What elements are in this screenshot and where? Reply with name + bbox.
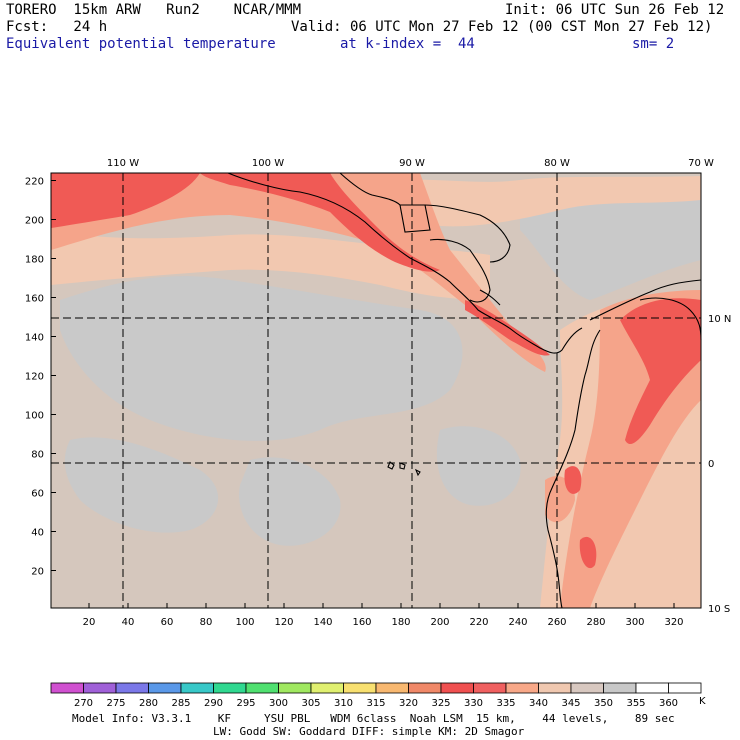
y-index-label: 20 — [31, 567, 44, 578]
colorbar-label: 360 — [659, 698, 678, 709]
colorbar-swatch — [278, 682, 312, 694]
colorbar-swatch — [180, 682, 214, 694]
y-index-label: 120 — [25, 372, 44, 383]
axis-ticks — [51, 180, 675, 608]
lon-label-90w: 90 W — [399, 158, 425, 169]
lon-label-80w: 80 W — [544, 158, 570, 169]
model-info-line1: Model Info: V3.3.1 KF YSU PBL WDM 6class… — [72, 712, 675, 725]
x-index-label: 140 — [313, 617, 332, 628]
x-index-label: 180 — [391, 617, 410, 628]
init-time: Init: 06 UTC Sun 26 Feb 12 — [505, 2, 725, 18]
x-index-label: 280 — [586, 617, 605, 628]
lon-label-70w: 70 W — [688, 158, 714, 169]
colorbar-label: 305 — [301, 698, 320, 709]
colorbar-swatch — [343, 682, 377, 694]
colorbar-label: 300 — [269, 698, 288, 709]
y-index-label: 100 — [25, 411, 44, 422]
colorbar-swatch — [440, 682, 474, 694]
lat-label-0: 0 — [708, 459, 714, 470]
y-index-label: 140 — [25, 333, 44, 344]
lon-label-100w: 100 W — [252, 158, 284, 169]
colorbar-label: 280 — [139, 698, 158, 709]
y-index-label: 200 — [25, 216, 44, 227]
lon-label-110w: 110 W — [107, 158, 139, 169]
colorbar-unit: K — [699, 696, 706, 707]
x-index-label: 100 — [235, 617, 254, 628]
colorbar-label: 285 — [171, 698, 190, 709]
colorbar-label: 275 — [106, 698, 125, 709]
colorbar-label: 315 — [366, 698, 385, 709]
colorbar-labels: 270 275 280 285 290 295 300 305 310 315 320 325 330 3… — [74, 698, 678, 709]
x-index-label: 220 — [469, 617, 488, 628]
plot-frame — [50, 172, 702, 609]
y-index-label: 180 — [25, 255, 44, 266]
x-index-label: 260 — [547, 617, 566, 628]
colorbar-swatch — [505, 682, 539, 694]
colorbar-label: 325 — [431, 698, 450, 709]
lat-label-10s: 10 S — [708, 604, 730, 615]
colorbar-swatch — [213, 682, 247, 694]
colorbar-swatch — [570, 682, 604, 694]
colorbar-swatch — [603, 682, 637, 694]
x-index-label: 200 — [430, 617, 449, 628]
x-index-label: 60 — [161, 617, 174, 628]
y-index-label: 60 — [31, 489, 44, 500]
colorbar-label: 290 — [204, 698, 223, 709]
colorbar-swatch — [245, 682, 279, 694]
y-index-label: 40 — [31, 528, 44, 539]
y-index-label: 160 — [25, 294, 44, 305]
colorbar-swatch — [408, 682, 442, 694]
colorbar-label: 295 — [236, 698, 255, 709]
colorbar-label: 355 — [626, 698, 645, 709]
colorbar-label: 345 — [561, 698, 580, 709]
coastlines — [227, 172, 702, 609]
colorbar-label: 310 — [334, 698, 353, 709]
colorbar-label: 335 — [496, 698, 515, 709]
colorbar-label: 330 — [464, 698, 483, 709]
x-index-label: 160 — [352, 617, 371, 628]
colorbar-swatch — [473, 682, 507, 694]
x-index-label: 120 — [274, 617, 293, 628]
y-index-label: 80 — [31, 450, 44, 461]
x-index-label: 300 — [625, 617, 644, 628]
colorbar-swatch — [83, 682, 117, 694]
level-index: at k-index = 44 — [340, 36, 475, 52]
valid-time: Valid: 06 UTC Mon 27 Feb 12 (00 CST Mon … — [291, 19, 713, 35]
colorbar-swatch — [635, 682, 669, 694]
colorbar-swatch — [310, 682, 344, 694]
model-title: TORERO 15km ARW Run2 NCAR/MMM — [6, 2, 302, 18]
colorbar-label: 270 — [74, 698, 93, 709]
colorbar-swatch — [375, 682, 409, 694]
theta-e-field — [51, 173, 701, 608]
colorbar — [50, 682, 702, 694]
colorbar-swatch — [115, 682, 149, 694]
y-index-label: 220 — [25, 177, 44, 188]
x-index-label: 40 — [122, 617, 135, 628]
y-index-labels: 220 200 180 160 140 120 100 80 60 40 20 — [25, 177, 44, 578]
latlon-grid — [51, 173, 701, 608]
forecast-hour: Fcst: 24 h — [6, 19, 108, 35]
colorbar-swatch — [50, 682, 84, 694]
smoothing-label: sm= 2 — [632, 36, 675, 52]
x-index-label: 320 — [664, 617, 683, 628]
lat-label-10n: 10 N — [708, 314, 731, 325]
colorbar-swatch — [668, 682, 702, 694]
colorbar-label: 340 — [529, 698, 548, 709]
model-info-line2: LW: Godd SW: Goddard DIFF: simple KM: 2D… — [213, 725, 525, 738]
colorbar-swatch — [538, 682, 572, 694]
colorbar-label: 320 — [399, 698, 418, 709]
colorbar-label: 350 — [594, 698, 613, 709]
x-index-label: 80 — [200, 617, 213, 628]
x-index-labels: 20 40 60 80 100 120 140 160 180 200 220 240 260 280 30… — [83, 617, 684, 628]
colorbar-swatch — [148, 682, 182, 694]
field-name: Equivalent potential temperature — [6, 36, 276, 52]
x-index-label: 240 — [508, 617, 527, 628]
x-index-label: 20 — [83, 617, 96, 628]
